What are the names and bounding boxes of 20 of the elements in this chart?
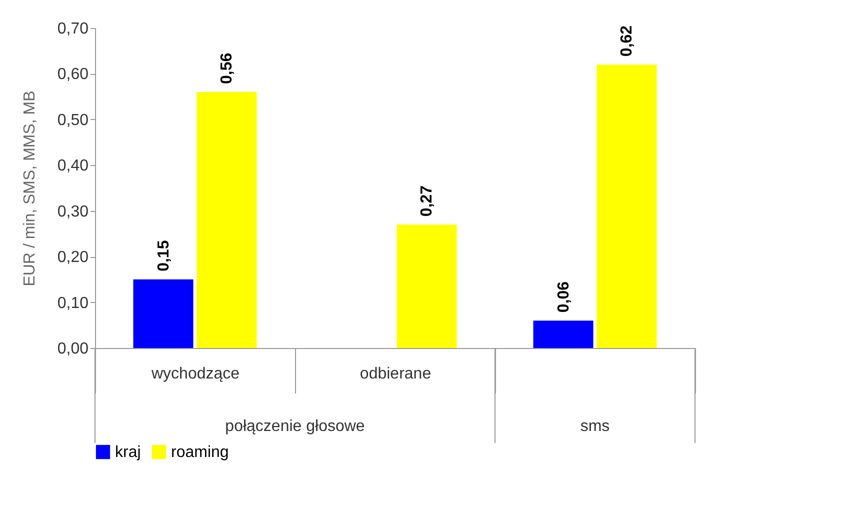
text: sms bbox=[580, 418, 610, 435]
data-label: 0,15 bbox=[155, 240, 172, 272]
data-label: 0,56 bbox=[218, 52, 236, 84]
y-axis-title: EUR / min, SMS, MMS, MB bbox=[21, 90, 38, 286]
y-tick-label: 0,50 bbox=[57, 112, 89, 129]
text: połączenie głosowe bbox=[225, 418, 365, 435]
x-tick-label: odbierane bbox=[360, 366, 432, 382]
data-label: 0,06 bbox=[555, 281, 572, 313]
y-tick-label: 0,40 bbox=[57, 158, 89, 175]
y-tick-label: 0,20 bbox=[57, 249, 89, 266]
y-tick-label: 0,00 bbox=[57, 340, 89, 358]
data-label: 0,27 bbox=[418, 185, 436, 217]
y-tick-label: 0,30 bbox=[57, 203, 89, 220]
legend-label: kraj bbox=[115, 444, 141, 461]
y-tick-label: 0,60 bbox=[57, 66, 89, 84]
y-tick-label: 0,10 bbox=[57, 294, 89, 312]
x-tick-label: wychodzące bbox=[150, 366, 240, 382]
y-tick-label: 0,70 bbox=[57, 20, 89, 38]
data-label: 0,62 bbox=[618, 25, 636, 57]
legend-label: roaming bbox=[171, 444, 229, 461]
